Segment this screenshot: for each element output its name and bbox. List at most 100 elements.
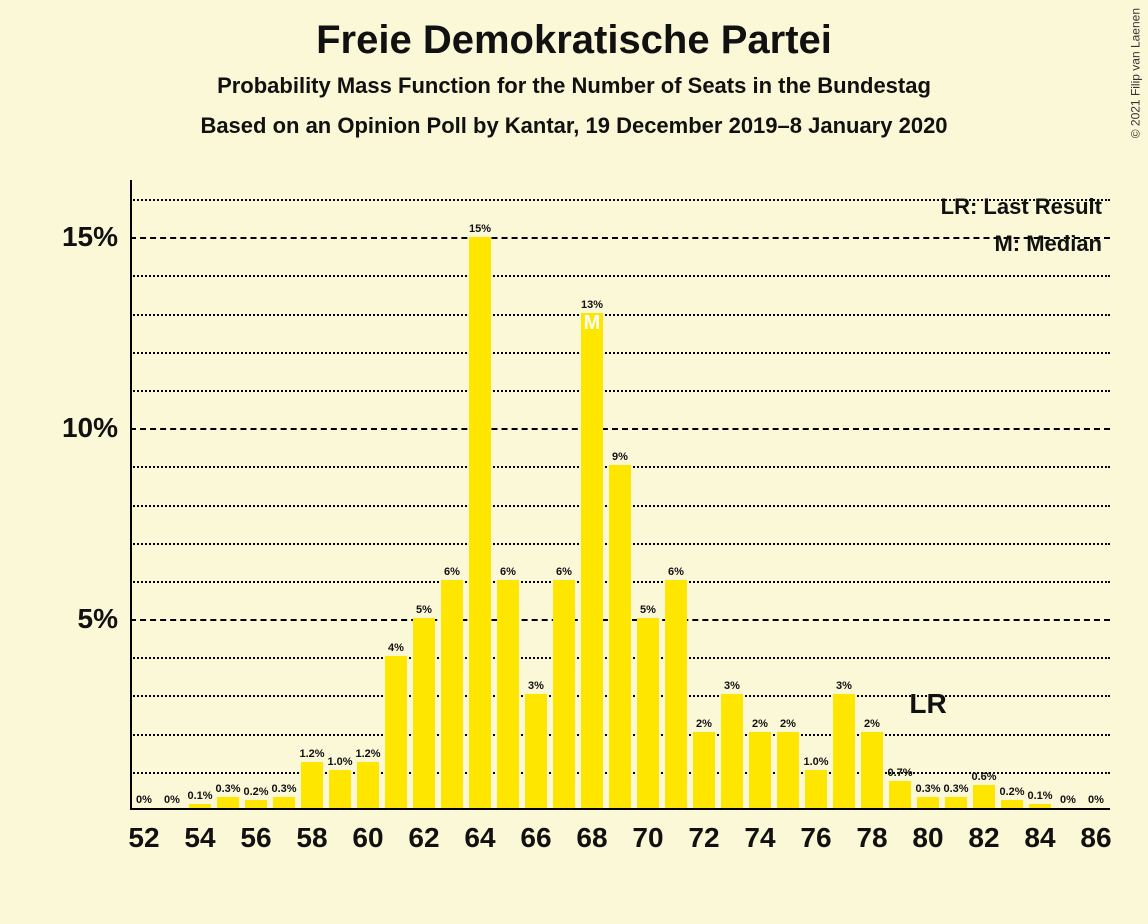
bar: 0.6% <box>973 785 995 808</box>
bar-value-label: 2% <box>752 718 768 730</box>
bar-value-label: 0% <box>136 794 152 806</box>
bar-value-label: 5% <box>416 604 432 616</box>
bar-value-label: 5% <box>640 604 656 616</box>
bar-value-label: 13% <box>581 299 603 311</box>
bar-value-label: 2% <box>780 718 796 730</box>
bar-value-label: 1.2% <box>299 748 324 760</box>
bar: 2% <box>777 732 799 808</box>
bar: 9% <box>609 465 631 808</box>
legend: LR: Last Result M: Median <box>941 188 1102 263</box>
x-tick-label: 68 <box>576 822 607 854</box>
bar: 0.2% <box>1001 800 1023 808</box>
bar: 0.1% <box>189 804 211 808</box>
bar: 0.3% <box>273 797 295 808</box>
bar-value-label: 0.3% <box>943 783 968 795</box>
bar: 6% <box>441 580 463 808</box>
bar-value-label: 1.0% <box>803 756 828 768</box>
bar-value-label: 0.3% <box>271 783 296 795</box>
bar: 0.3% <box>917 797 939 808</box>
x-tick-label: 66 <box>520 822 551 854</box>
bar-value-label: 4% <box>388 642 404 654</box>
x-tick-label: 56 <box>240 822 271 854</box>
bar-value-label: 0% <box>1060 794 1076 806</box>
bar-value-label: 2% <box>696 718 712 730</box>
x-tick-label: 64 <box>464 822 495 854</box>
bar: 0.3% <box>217 797 239 808</box>
x-tick-label: 86 <box>1080 822 1111 854</box>
bar: 0.1% <box>1029 804 1051 808</box>
bar: 0.2% <box>245 800 267 808</box>
bar-value-label: 15% <box>469 223 491 235</box>
copyright: © 2021 Filip van Laenen <box>1128 8 1142 138</box>
bar-value-label: 0.6% <box>971 771 996 783</box>
x-tick-label: 60 <box>352 822 383 854</box>
chart-area: 0%0%0.1%0.3%0.2%0.3%1.2%1.0%1.2%4%5%6%15… <box>70 180 1110 860</box>
title-main: Freie Demokratische Partei <box>0 18 1148 63</box>
x-tick-label: 62 <box>408 822 439 854</box>
x-tick-label: 74 <box>744 822 775 854</box>
median-marker: M <box>584 313 601 335</box>
bar: 2% <box>693 732 715 808</box>
bar-value-label: 1.2% <box>355 748 380 760</box>
y-tick-label: 15% <box>62 221 118 253</box>
lr-annotation: LR <box>909 688 946 720</box>
bar: 3% <box>833 694 855 808</box>
x-tick-label: 52 <box>128 822 159 854</box>
x-tick-label: 72 <box>688 822 719 854</box>
bar-value-label: 0.7% <box>887 767 912 779</box>
bar-value-label: 3% <box>724 680 740 692</box>
bar: 5% <box>413 618 435 808</box>
bar: 6% <box>553 580 575 808</box>
bar: 4% <box>385 656 407 808</box>
bar: 1.0% <box>805 770 827 808</box>
bar-value-label: 6% <box>668 566 684 578</box>
y-tick-label: 10% <box>62 412 118 444</box>
bar-value-label: 2% <box>864 718 880 730</box>
x-tick-label: 80 <box>912 822 943 854</box>
x-tick-label: 78 <box>856 822 887 854</box>
bar: 6% <box>665 580 687 808</box>
bar-value-label: 0.3% <box>215 783 240 795</box>
bar: 5% <box>637 618 659 808</box>
bar-value-label: 6% <box>556 566 572 578</box>
plot-region: 0%0%0.1%0.3%0.2%0.3%1.2%1.0%1.2%4%5%6%15… <box>130 180 1110 810</box>
x-axis-line <box>130 808 1110 810</box>
bar-value-label: 0.2% <box>999 786 1024 798</box>
bar: 13%M <box>581 313 603 808</box>
bar: 1.2% <box>301 762 323 808</box>
x-tick-label: 70 <box>632 822 663 854</box>
bar-value-label: 3% <box>528 680 544 692</box>
title-sub1: Probability Mass Function for the Number… <box>0 73 1148 99</box>
x-tick-label: 54 <box>184 822 215 854</box>
chart-titles: Freie Demokratische Partei Probability M… <box>0 0 1148 139</box>
x-tick-label: 76 <box>800 822 831 854</box>
bars-container: 0%0%0.1%0.3%0.2%0.3%1.2%1.0%1.2%4%5%6%15… <box>130 180 1110 808</box>
bar: 2% <box>749 732 771 808</box>
bar: 0.3% <box>945 797 967 808</box>
y-tick-label: 5% <box>78 603 118 635</box>
bar-value-label: 6% <box>500 566 516 578</box>
bar: 0.7% <box>889 781 911 808</box>
x-tick-label: 82 <box>968 822 999 854</box>
bar-value-label: 0.2% <box>243 786 268 798</box>
bar-value-label: 0% <box>164 794 180 806</box>
bar: 3% <box>721 694 743 808</box>
legend-m: M: Median <box>941 225 1102 262</box>
bar-value-label: 6% <box>444 566 460 578</box>
bar: 2% <box>861 732 883 808</box>
bar-value-label: 0.1% <box>187 790 212 802</box>
bar: 1.0% <box>329 770 351 808</box>
bar-value-label: 3% <box>836 680 852 692</box>
bar-value-label: 0.1% <box>1027 790 1052 802</box>
bar-value-label: 9% <box>612 451 628 463</box>
bar: 15% <box>469 237 491 808</box>
title-sub2: Based on an Opinion Poll by Kantar, 19 D… <box>0 113 1148 139</box>
bar-value-label: 0.3% <box>915 783 940 795</box>
bar: 6% <box>497 580 519 808</box>
x-ticks: 52 54 56 58 60 62 64 66 68 70 72 74 76 78 80 82 84 86 <box>130 816 1110 856</box>
bar: 1.2% <box>357 762 379 808</box>
x-tick-label: 58 <box>296 822 327 854</box>
x-tick-label: 84 <box>1024 822 1055 854</box>
bar-value-label: 0% <box>1088 794 1104 806</box>
bar-value-label: 1.0% <box>327 756 352 768</box>
